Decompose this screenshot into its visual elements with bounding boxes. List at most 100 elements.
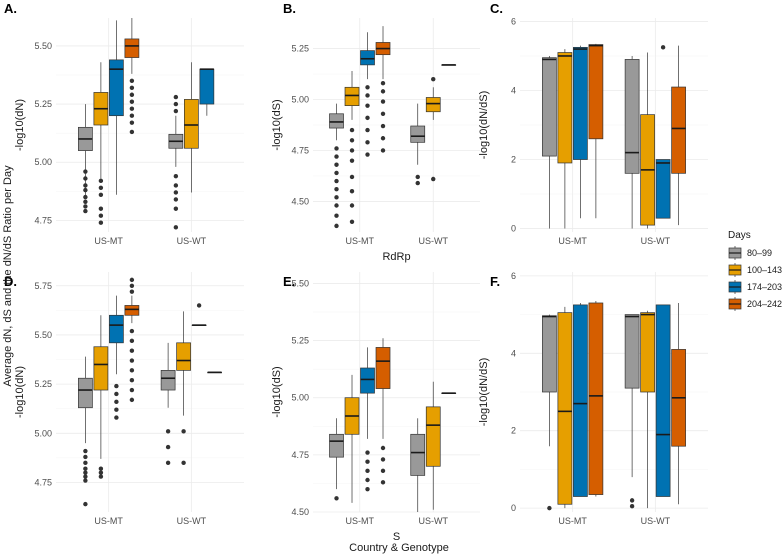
- outlier-point: [173, 173, 179, 179]
- box-body: [542, 315, 557, 393]
- y-tick-label: 5.25: [291, 44, 309, 54]
- box-204–242: [375, 26, 391, 153]
- outlier-point: [83, 187, 88, 193]
- outlier-point: [629, 503, 635, 509]
- outlier-point: [83, 176, 88, 181]
- box-204–242: [671, 45, 686, 226]
- outlier-point: [114, 391, 119, 397]
- outlier-point: [365, 477, 370, 483]
- y-tick-label: 4: [511, 348, 516, 358]
- panel-1: 4.50 4.75 5.00 5.25 US-MT US-WT -log10(dS) RdRp…: [271, 1, 480, 263]
- box-80–99: [78, 104, 93, 214]
- y-tick-label: 6: [511, 271, 516, 281]
- outlier-point: [380, 99, 386, 104]
- box-80–99: [410, 103, 426, 186]
- outlier-point: [334, 178, 339, 184]
- outlier-point: [114, 399, 119, 405]
- box-body: [671, 86, 686, 174]
- outlier-point: [380, 480, 386, 485]
- legend-item: 100–143: [728, 263, 782, 277]
- outlier-point: [660, 45, 666, 50]
- y-tick-label: 5.00: [34, 157, 52, 167]
- outlier-point: [114, 383, 119, 389]
- box-174–203: [109, 295, 124, 420]
- outlier-point: [380, 445, 386, 451]
- box-body: [375, 347, 391, 389]
- outlier-point: [98, 206, 104, 211]
- outlier-point: [334, 146, 339, 151]
- y-tick-label: 5.50: [34, 41, 52, 51]
- box-100–143: [425, 381, 441, 510]
- outlier-point: [547, 505, 552, 511]
- plot-area: [56, 18, 244, 232]
- box-80–99: [542, 314, 557, 511]
- outlier-point: [83, 169, 88, 174]
- box-204–242: [671, 302, 686, 505]
- box-80–99: [78, 356, 93, 507]
- y-tick-label: 4.75: [291, 450, 309, 460]
- outlier-point: [173, 225, 179, 230]
- box-174–203: [191, 303, 207, 326]
- outlier-point: [129, 358, 135, 363]
- outlier-point: [98, 470, 104, 475]
- legend-item: 174–203: [728, 280, 782, 294]
- legend-label: 174–203: [747, 282, 782, 292]
- box-100–143: [557, 306, 573, 509]
- panel-0: 4.75 5.00 5.25 5.50 US-MT US-WT -log10(dN) A.: [4, 1, 244, 246]
- y-tick-label: 5.00: [34, 428, 52, 438]
- legend-label: 80–99: [747, 248, 772, 258]
- outlier-point: [83, 466, 88, 471]
- box-100–143: [93, 315, 109, 479]
- outlier-point: [334, 195, 339, 200]
- outlier-point: [129, 78, 135, 84]
- box-80–99: [329, 103, 344, 229]
- outlier-point: [173, 183, 179, 188]
- box-174–203: [360, 32, 375, 157]
- x-tick-label: US-MT: [346, 236, 375, 246]
- outlier-point: [365, 468, 370, 474]
- outlier-point: [98, 192, 104, 197]
- panel-label: C.: [490, 1, 503, 16]
- outlier-point: [334, 496, 339, 501]
- box-174–203: [573, 302, 588, 497]
- outlier-point: [83, 199, 88, 204]
- figure-x-axis-title: Country & Genotype: [349, 542, 449, 554]
- panel-5: 0 2 4 6 US-MT US-WT -log10(dN/dS) F.: [478, 271, 708, 526]
- legend: Days 80–99 100–143 174–203 204–242: [728, 230, 782, 311]
- outlier-point: [83, 460, 88, 466]
- outlier-point: [129, 85, 135, 90]
- outlier-point: [334, 213, 339, 218]
- box-body: [78, 377, 93, 409]
- y-tick-label: 0: [511, 503, 516, 513]
- y-tick-label: 5.50: [291, 278, 309, 288]
- x-tick-label: US-MT: [346, 516, 375, 526]
- panel-y-axis-title: -log10(dN): [14, 366, 26, 418]
- outlier-point: [629, 498, 635, 503]
- outlier-point: [380, 89, 386, 94]
- outlier-point: [129, 120, 135, 125]
- x-tick-label: US-WT: [418, 516, 448, 526]
- outlier-point: [349, 174, 355, 180]
- outlier-point: [380, 111, 386, 116]
- outlier-point: [129, 113, 135, 118]
- outlier-point: [129, 377, 135, 383]
- outlier-point: [334, 223, 339, 229]
- y-tick-label: 5.75: [34, 281, 52, 291]
- box-204–242: [207, 371, 222, 374]
- outlier-point: [83, 208, 88, 214]
- y-tick-label: 6: [511, 16, 516, 26]
- box-100–143: [176, 311, 191, 466]
- box-80–99: [168, 94, 184, 230]
- outlier-point: [129, 348, 135, 353]
- outlier-point: [129, 328, 135, 334]
- outlier-point: [83, 194, 88, 200]
- box-body: [655, 304, 671, 497]
- panel-y-axis-title: -log10(dN): [14, 99, 26, 151]
- box-80–99: [624, 314, 640, 509]
- outlier-point: [365, 450, 370, 455]
- outlier-point: [334, 170, 339, 176]
- box-body: [109, 314, 124, 344]
- outlier-point: [349, 219, 355, 225]
- legend-label: 100–143: [747, 265, 782, 275]
- outlier-point: [415, 174, 420, 180]
